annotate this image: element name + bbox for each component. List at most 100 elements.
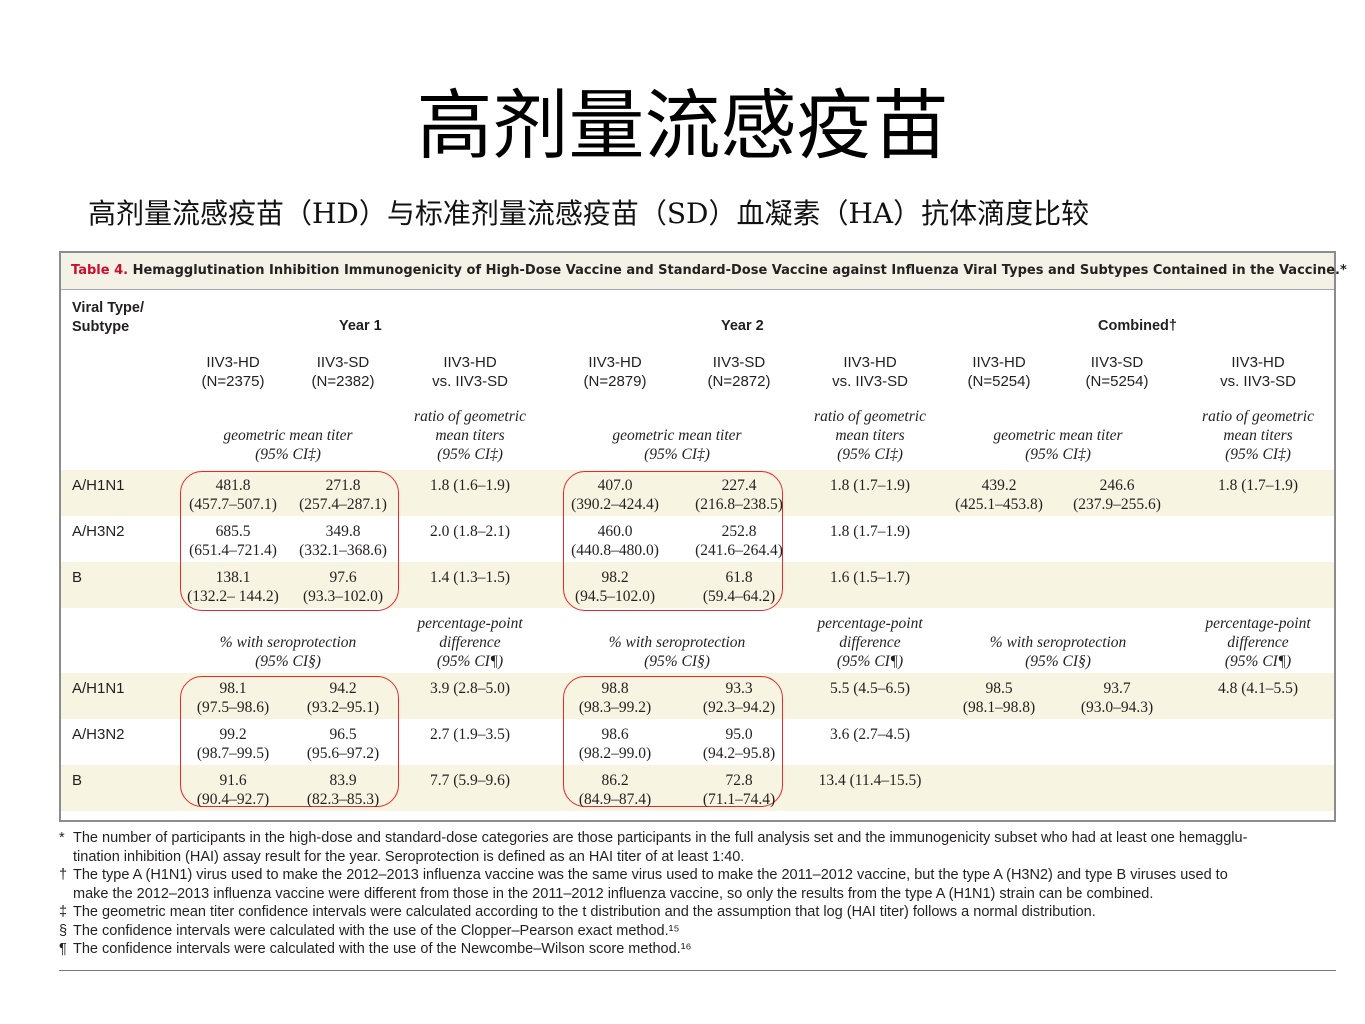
sero-cell-compare: 3.6 (2.7–4.5) [829,726,911,743]
gmt-cell-sd-value: 271.8 [325,477,361,494]
row-band [61,765,1334,811]
gmt-row-label: B [72,569,83,586]
highlight-circle-year2-gmt [563,471,783,611]
table-caption-text: Hemagglutination Inhibition Immunogenici… [128,263,1347,278]
sero-measure-ci: (95% CI§) [255,653,321,670]
footnote-line: make the 2012–2013 influenza vaccine wer… [73,885,1154,902]
col-header-sd: IIV3-SD [1090,354,1144,371]
gmt-cell-hd-value: 481.8 [215,477,251,494]
gmt-compare-label: ratio of geometric [814,408,926,425]
footnote-marker: † [59,867,68,883]
gmt-cell-hd-value: 98.2 [601,569,629,586]
col-header-hd: IIV3-HD [206,354,260,371]
col-header-sd: IIV3-SD [712,354,766,371]
sero-compare-label-2: difference [839,634,901,651]
footnote-line: tination inhibition (HAI) assay result f… [73,848,745,865]
sero-row-label: A/H3N2 [72,726,125,743]
immunogenicity-table: Table 4. Hemagglutination Inhibition Imm… [59,251,1347,822]
gmt-cell-sd-ci: (93.3–102.0) [302,588,384,605]
gmt-compare-ci: (95% CI‡) [837,446,903,463]
sero-compare-label: percentage-point [1205,615,1311,632]
row-band [61,470,1334,516]
col-header-hd-n: (N=2375) [201,373,265,390]
footnote-line: The type A (H1N1) virus used to make the… [73,867,1228,883]
gmt-cell-hd-ci: (132.2– 144.2) [187,588,279,605]
sero-compare-label-2: difference [439,634,501,651]
gmt-measure-label: geometric mean titer [223,427,353,444]
col-header-hd-n: (N=5254) [967,373,1031,390]
footnotes: * The number of participants in the high-… [59,829,1339,959]
sero-compare-ci: (95% CI¶) [836,653,904,670]
gmt-compare-label-2: mean titers [1223,427,1293,444]
col-header-sd-n: (N=2382) [311,373,375,390]
sero-row-label: A/H1N1 [72,680,125,697]
sero-cell-hd-value: 98.5 [985,680,1013,697]
gmt-cell-sd-ci: (237.9–255.6) [1073,496,1161,513]
gmt-compare-ci: (95% CI‡) [1225,446,1291,463]
footnote-marker: ¶ [59,941,67,957]
col-header-compare-vs: vs. IIV3-SD [432,373,508,390]
sero-cell-sd-value: 72.8 [725,772,753,789]
gmt-measure-ci: (95% CI‡) [1025,446,1091,463]
col-header-sd-n: (N=2872) [707,373,771,390]
sero-cell-hd-value: 98.8 [601,680,629,697]
gmt-compare-label: ratio of geometric [1202,408,1314,425]
sero-cell-hd-ci: (97.5–98.6) [196,699,270,716]
gmt-cell-hd-ci: (457.7–507.1) [189,496,277,513]
footnote-line: The geometric mean titer confidence inte… [73,904,1096,920]
gmt-cell-compare: 1.8 (1.7–1.9) [829,477,911,494]
sero-cell-hd-ci: (90.4–92.7) [196,791,270,808]
sero-cell-sd-value: 93.7 [1103,680,1131,697]
gmt-cell-sd-ci: (216.8–238.5) [695,496,783,513]
gmt-cell-compare: 1.8 (1.7–1.9) [1217,477,1299,494]
sero-measure-label: % with seroprotection [608,634,746,651]
sero-measure-label: % with seroprotection [219,634,357,651]
col-header-sd: IIV3-SD [316,354,370,371]
col-header-hd: IIV3-HD [972,354,1026,371]
gmt-cell-hd-value: 439.2 [981,477,1017,494]
gmt-cell-compare: 1.4 (1.3–1.5) [429,569,511,586]
sero-cell-hd-ci: (98.2–99.0) [578,745,652,762]
sero-cell-sd-ci: (94.2–95.8) [702,745,776,762]
sero-cell-hd-ci: (98.1–98.8) [962,699,1036,716]
sero-cell-sd-value: 93.3 [725,680,753,697]
slide-subtitle: 高剂量流感疫苗（HD）与标准剂量流感疫苗（SD）血凝素（HA）抗体滴度比较 [88,197,1090,230]
gmt-measure-label: geometric mean titer [993,427,1123,444]
gmt-row-label: A/H3N2 [72,523,125,540]
sero-compare-label-2: difference [1227,634,1289,651]
gmt-cell-sd-ci: (241.6–264.4) [695,542,783,559]
sero-row-label: B [72,772,83,789]
table-caption-label: Table 4. [71,263,129,278]
gmt-cell-sd-value: 97.6 [329,569,357,586]
sero-compare-label: percentage-point [417,615,523,632]
sero-cell-hd-ci: (98.3–99.2) [578,699,652,716]
col-header-compare-vs: vs. IIV3-SD [1220,373,1296,390]
footnote-marker: § [59,922,68,939]
period-header-year1: Year 1 [339,318,382,334]
footnote-line: The number of participants in the high-d… [73,830,1248,846]
sero-compare-ci: (95% CI¶) [1224,653,1292,670]
sero-cell-sd-value: 83.9 [329,772,357,789]
footnote-line: The confidence intervals were calculated… [73,922,680,939]
sero-compare-ci: (95% CI¶) [436,653,504,670]
sero-cell-sd-value: 94.2 [329,680,357,697]
gmt-row-label: A/H1N1 [72,477,125,494]
footnote-line: The confidence intervals were calculated… [73,941,692,957]
sero-measure-label: % with seroprotection [989,634,1127,651]
period-header-combined: Combined† [1098,318,1177,334]
sero-cell-sd-value: 96.5 [329,726,357,743]
slide-title: 高剂量流感疫苗 [416,81,949,170]
gmt-measure-ci: (95% CI‡) [255,446,321,463]
row-band [61,673,1334,719]
gmt-compare-ci: (95% CI‡) [437,446,503,463]
sero-cell-compare: 4.8 (4.1–5.5) [1217,680,1299,697]
gmt-cell-compare: 1.8 (1.6–1.9) [429,477,511,494]
footnote: † The type A (H1N1) virus used to make th… [59,866,1339,903]
gmt-cell-hd-value: 407.0 [597,477,633,494]
gmt-cell-sd-value: 246.6 [1099,477,1135,494]
gmt-cell-sd-value: 252.8 [721,523,757,540]
highlight-circle-year2-sero [563,676,783,807]
footnote-marker: * [59,830,65,846]
sero-cell-hd-value: 98.6 [601,726,629,743]
sero-cell-sd-ci: (93.2–95.1) [306,699,380,716]
